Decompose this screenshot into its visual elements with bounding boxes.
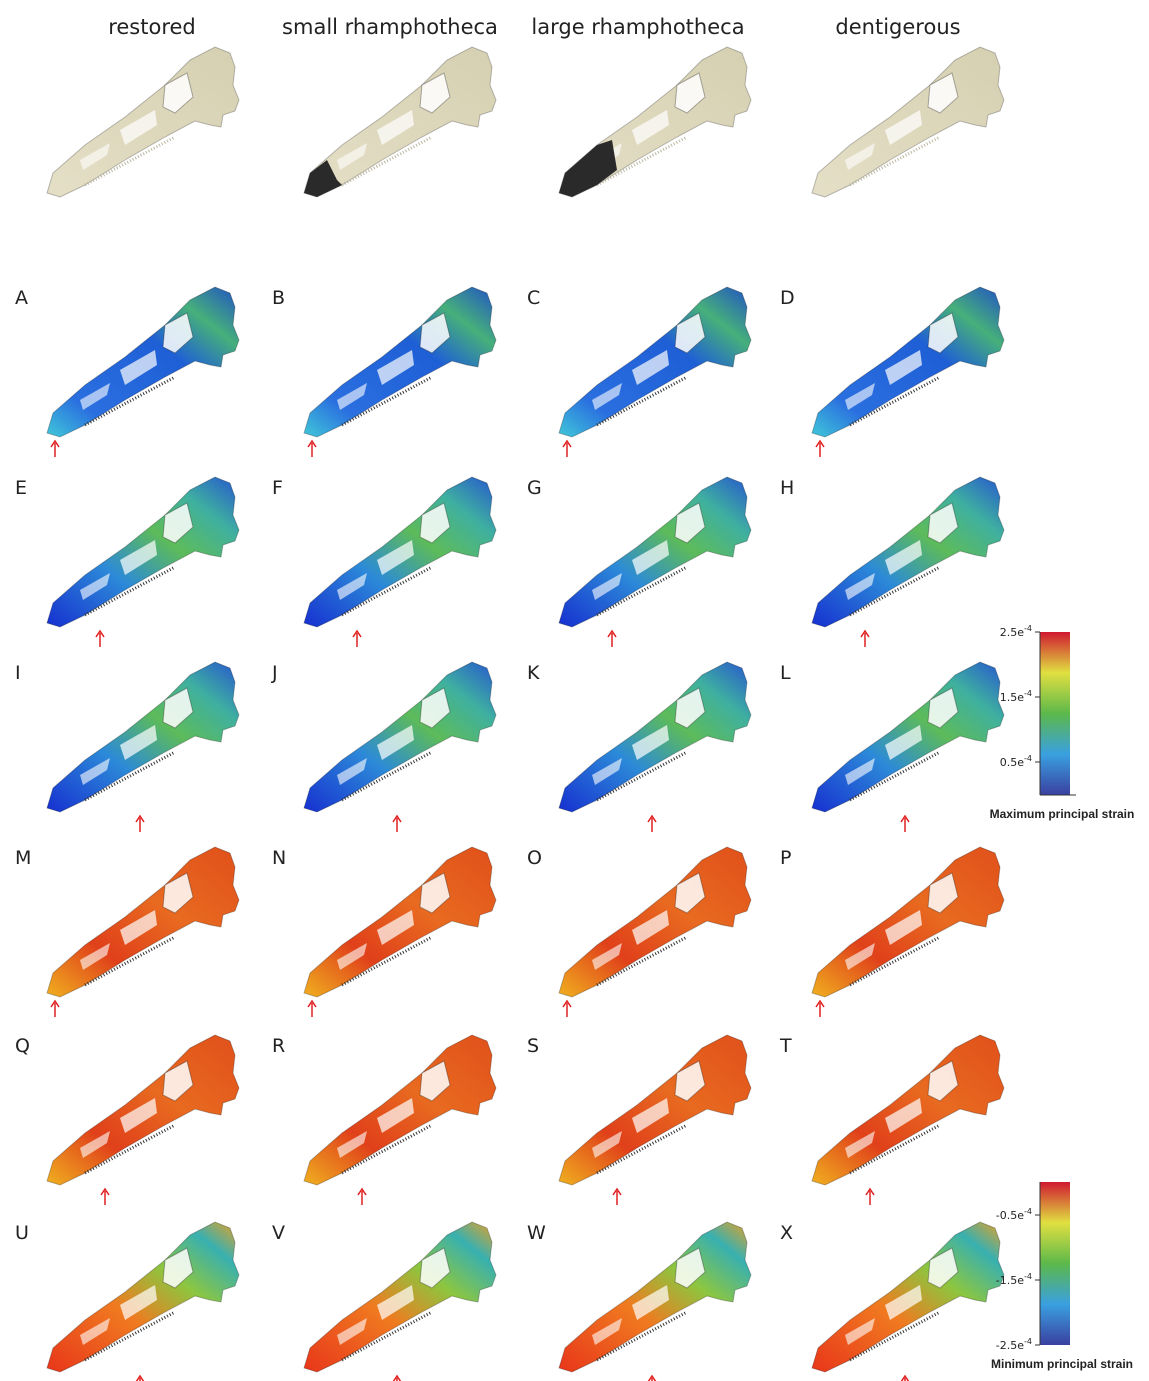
panel-label: X	[780, 1222, 793, 1244]
colorbar-tick-label: 2.5e-4	[1000, 624, 1032, 639]
figure: restored small rhamphotheca large rhamphot…	[0, 0, 1149, 1381]
skull	[304, 47, 496, 197]
panel-label: R	[272, 1035, 285, 1057]
panel-label: S	[527, 1035, 539, 1057]
tick-exponent: -4	[1024, 1272, 1032, 1281]
skull	[47, 847, 239, 1017]
column-header: restored	[108, 15, 196, 39]
tick-mantissa: -2.5e	[996, 1339, 1024, 1352]
skull	[559, 477, 751, 647]
colorbar-tick-label: -0.5e-4	[996, 1207, 1032, 1222]
colorbar-title: Maximum principal strain	[990, 807, 1135, 821]
panel-label: A	[15, 287, 28, 309]
panel-label: D	[780, 287, 795, 309]
skull	[304, 847, 496, 1017]
skull	[559, 287, 751, 457]
skull	[559, 847, 751, 1017]
colorbar-tick-label: 0.5e-4	[1000, 754, 1032, 769]
skull	[559, 1035, 751, 1205]
skull	[559, 1222, 751, 1381]
skull	[812, 847, 1004, 1017]
tick-exponent: -4	[1024, 624, 1032, 633]
panel-label: K	[527, 662, 540, 684]
tick-exponent: -4	[1024, 1207, 1032, 1216]
skull	[47, 1035, 239, 1205]
skull	[304, 477, 496, 647]
skull	[47, 662, 239, 832]
panel-label: W	[527, 1222, 546, 1244]
skull	[812, 287, 1004, 457]
panel-label: C	[527, 287, 540, 309]
rhamphotheca	[559, 140, 617, 197]
panel-label: G	[527, 477, 542, 499]
tick-exponent: -4	[1024, 754, 1032, 763]
skull	[47, 47, 239, 197]
colorbar-min	[1040, 1182, 1070, 1345]
panel-label: T	[779, 1035, 792, 1057]
panel-label: M	[15, 847, 31, 869]
skull	[304, 1222, 496, 1381]
panel-label: B	[272, 287, 285, 309]
colorbar-tick-label: -1.5e-4	[996, 1272, 1032, 1287]
tick-exponent: -4	[1024, 1337, 1032, 1346]
skull	[812, 47, 1004, 197]
panel-label: H	[780, 477, 794, 499]
tick-mantissa: -1.5e	[996, 1274, 1024, 1287]
skull	[304, 1035, 496, 1205]
panel-label: V	[272, 1222, 285, 1244]
panel-label: F	[272, 477, 283, 499]
skull	[812, 477, 1004, 647]
skull	[47, 287, 239, 457]
column-header: large rhamphotheca	[531, 15, 744, 39]
column-header: small rhamphotheca	[282, 15, 498, 39]
panel-label: O	[527, 847, 542, 869]
skull	[47, 477, 239, 647]
panel-label: N	[272, 847, 286, 869]
tick-exponent: -4	[1024, 689, 1032, 698]
panel-label: J	[271, 662, 278, 684]
colorbar-max	[1040, 632, 1070, 795]
colorbars	[1040, 632, 1076, 1345]
panel-label: I	[15, 662, 21, 684]
tick-mantissa: 0.5e	[1000, 756, 1024, 769]
skull	[304, 662, 496, 832]
panel-label: E	[15, 477, 27, 499]
tick-mantissa: -0.5e	[996, 1209, 1024, 1222]
panel-label: U	[15, 1222, 29, 1244]
tick-mantissa: 2.5e	[1000, 626, 1024, 639]
colorbar-title: Minimum principal strain	[991, 1357, 1133, 1371]
panel-label: L	[780, 662, 791, 684]
skull	[47, 1222, 239, 1381]
skull	[559, 662, 751, 832]
skull	[304, 287, 496, 457]
colorbar-tick-label: 1.5e-4	[1000, 689, 1032, 704]
skull	[812, 1035, 1004, 1205]
skull	[812, 1222, 1004, 1381]
skull	[812, 662, 1004, 832]
panel-label: P	[780, 847, 791, 869]
panel-label: Q	[15, 1035, 30, 1057]
column-header: dentigerous	[835, 15, 960, 39]
colorbar-tick-label: -2.5e-4	[996, 1337, 1032, 1352]
skull	[559, 47, 751, 197]
tick-mantissa: 1.5e	[1000, 691, 1024, 704]
